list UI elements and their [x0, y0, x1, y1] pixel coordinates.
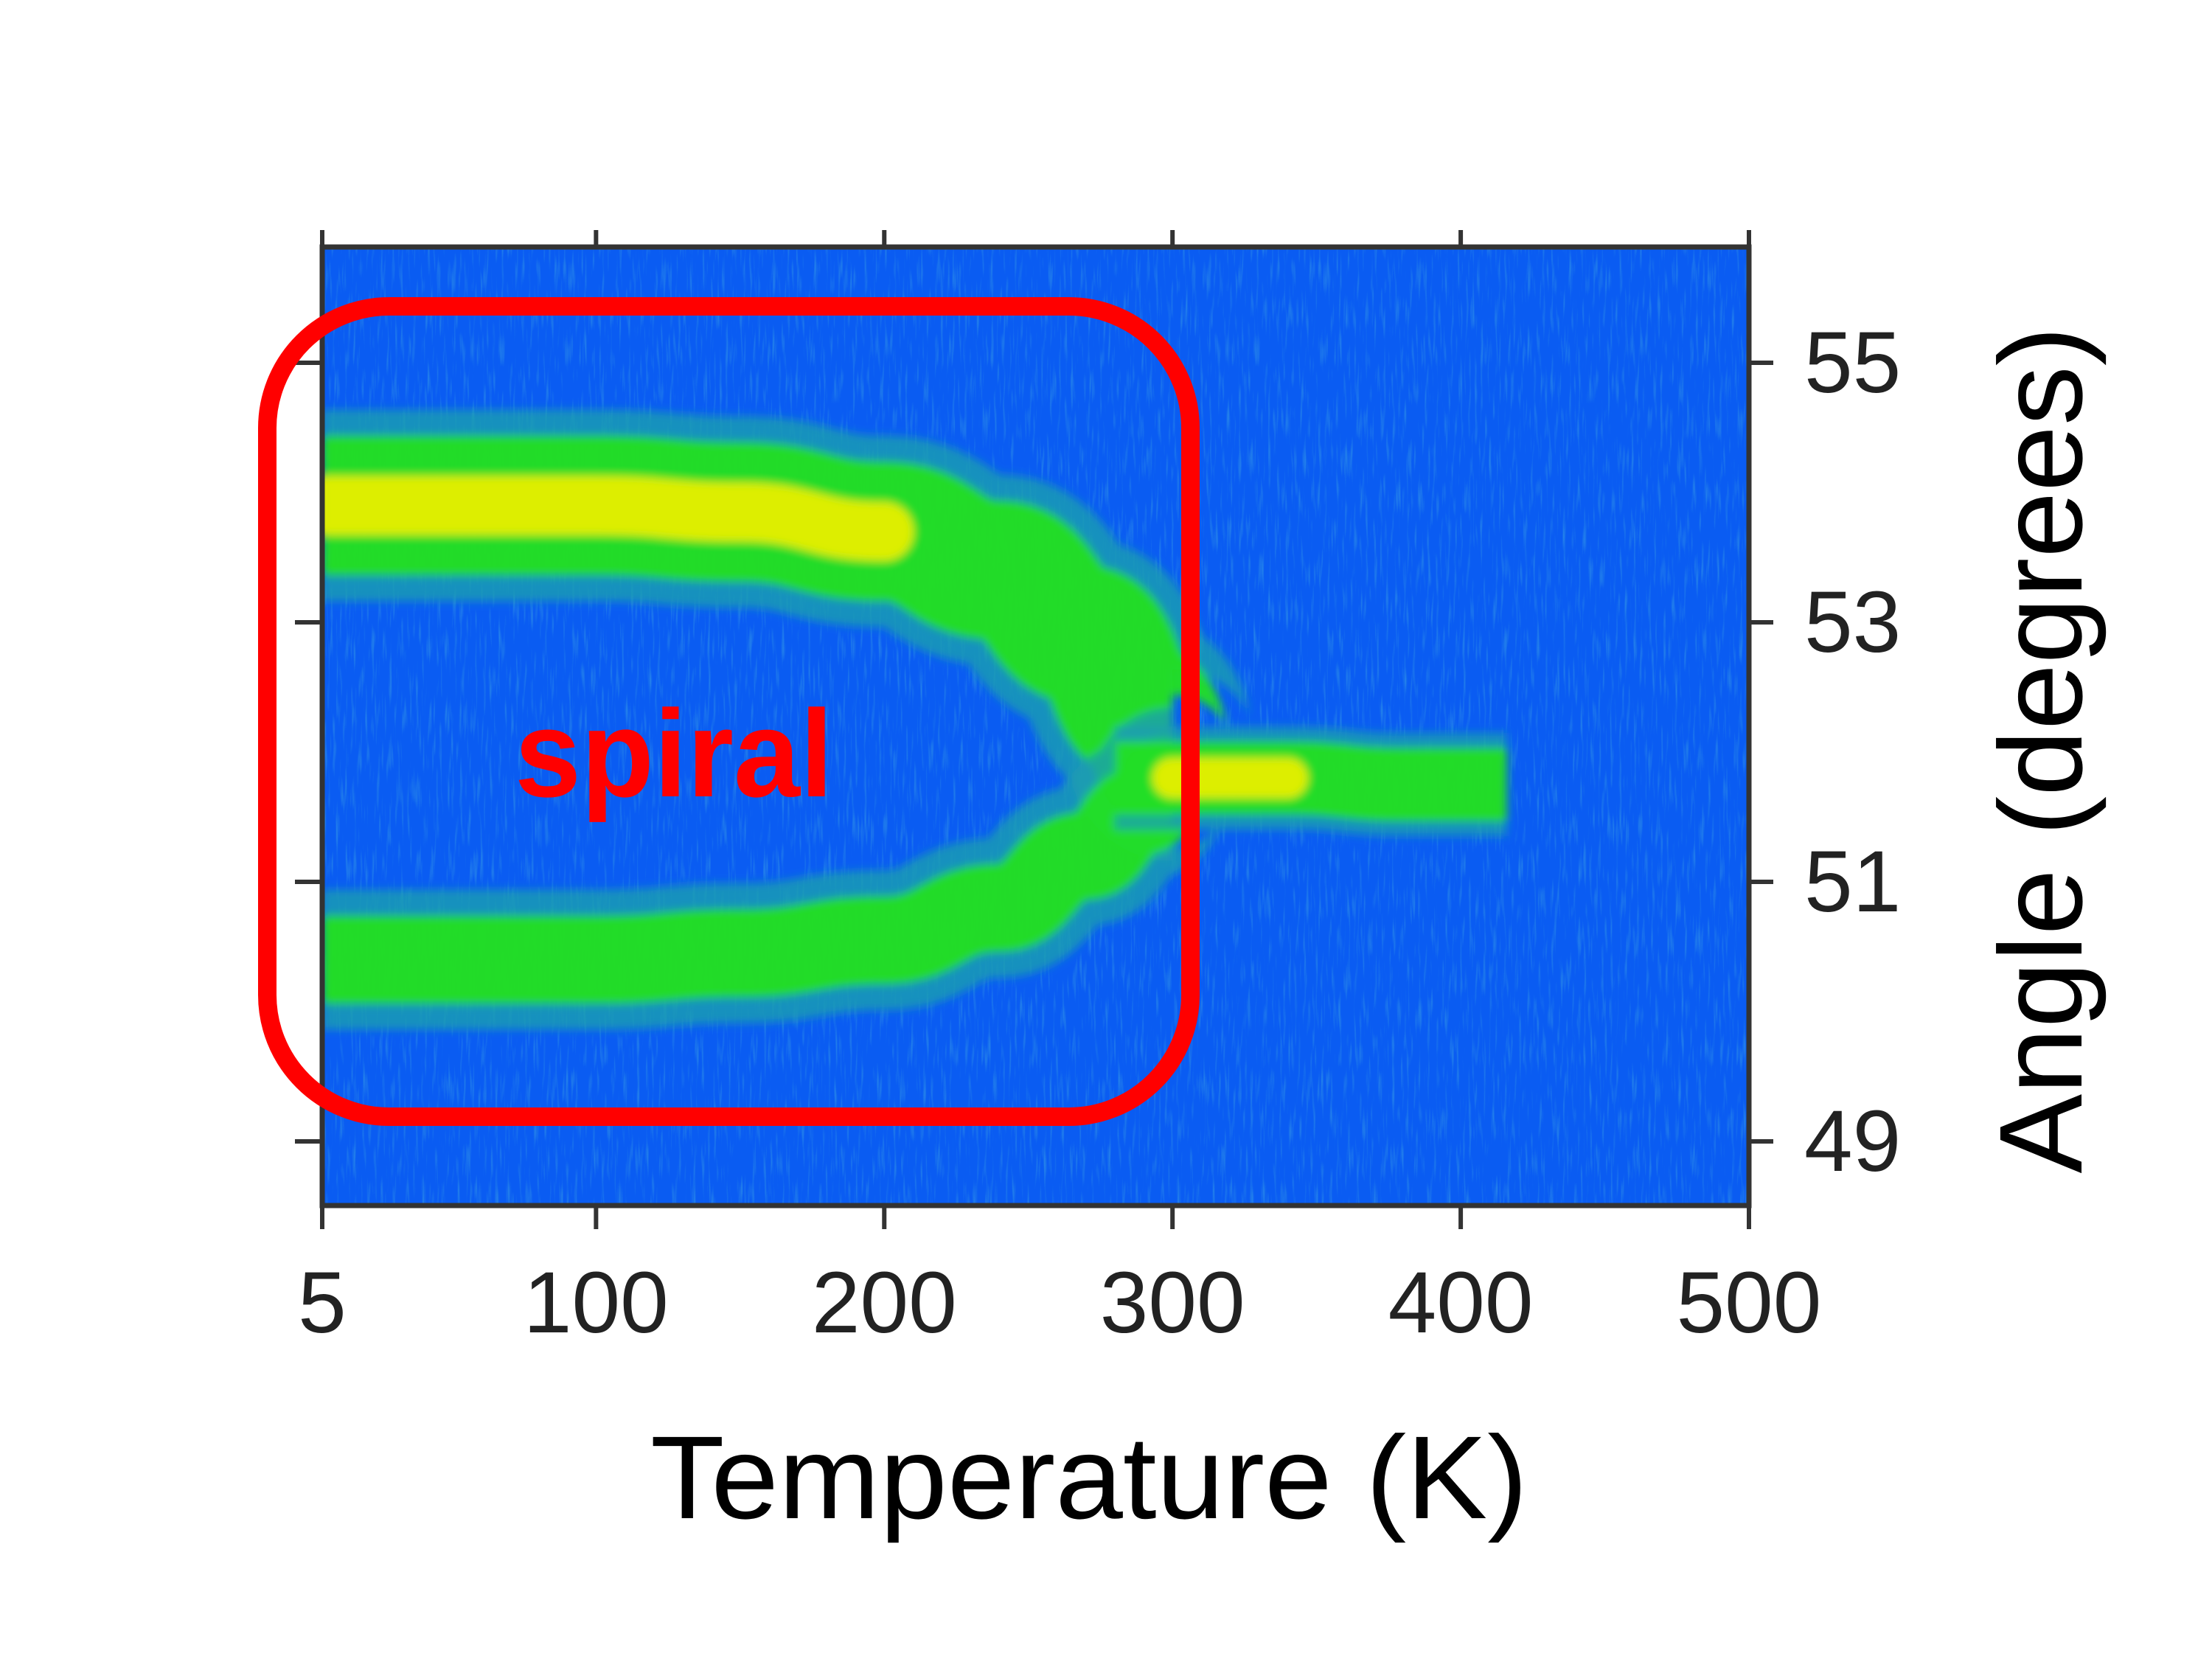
band-core	[322, 476, 914, 561]
x-tick-label: 200	[812, 1254, 957, 1352]
x-tick-label: 500	[1677, 1254, 1822, 1352]
spiral-annotation-label: spiral	[515, 684, 833, 823]
y-axis: 55 53 51 49	[295, 314, 1901, 1190]
x-tick-label: 300	[1100, 1254, 1245, 1352]
y-tick-label: 55	[1804, 314, 1901, 411]
x-axis: 5 100 200 300 400 500	[298, 230, 1821, 1352]
band-body	[322, 734, 1202, 1004]
plot-area	[319, 244, 1752, 1208]
y-tick-label: 53	[1804, 574, 1901, 671]
x-tick-label: 400	[1388, 1254, 1534, 1352]
x-tick-label: 100	[524, 1254, 669, 1352]
x-tick-label: 5	[298, 1254, 347, 1352]
spiral-annotation-box	[258, 297, 1200, 1126]
y-tick-label: 51	[1804, 833, 1901, 931]
y-axis-title: Angle (degrees)	[1975, 327, 2107, 1174]
y-tick-label: 49	[1804, 1093, 1901, 1190]
intensity-bands	[322, 409, 1507, 1030]
x-axis-title: Temperature (K)	[650, 1411, 1528, 1543]
plot-frame	[319, 244, 1752, 1208]
